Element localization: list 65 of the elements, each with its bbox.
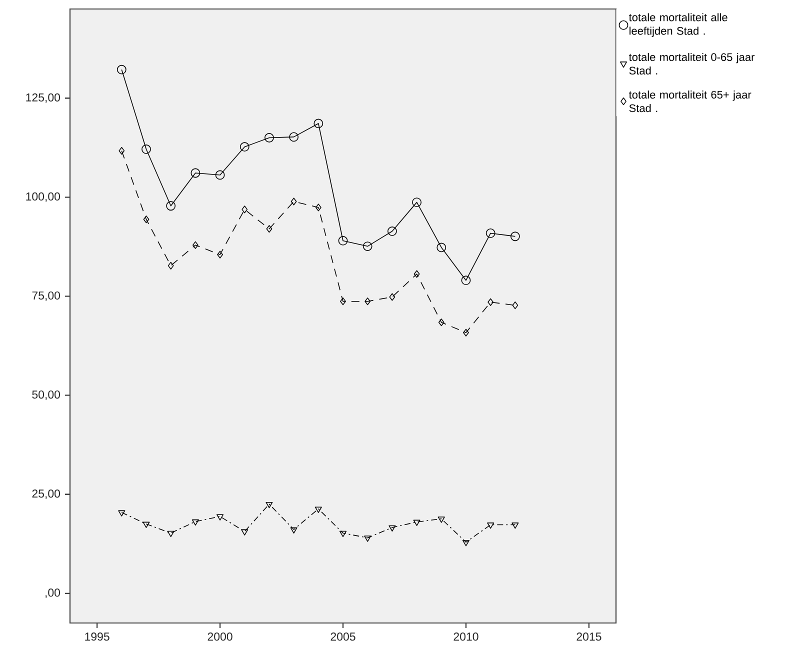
legend-label: totale mortaliteit 0-65 jaar Stad . (628, 52, 755, 75)
point (413, 520, 420, 526)
point (241, 529, 248, 536)
x-tick-label: 1995 (85, 632, 110, 641)
point (266, 225, 272, 233)
point (192, 519, 199, 526)
y-tick-label: 125,00 (26, 93, 60, 103)
point (364, 298, 371, 306)
x-tick-label: 2000 (208, 632, 232, 641)
point (462, 540, 470, 546)
point (387, 226, 397, 236)
point (512, 302, 518, 310)
point (215, 170, 225, 180)
point (438, 516, 445, 523)
x-tick-label: 2005 (330, 632, 356, 641)
y-tick-label: 50,00 (32, 390, 60, 400)
point (217, 250, 223, 258)
y-tick-label: ,00 (46, 588, 60, 598)
point (338, 236, 348, 246)
point (118, 147, 125, 155)
point (512, 522, 519, 529)
point (190, 168, 200, 178)
point (486, 228, 496, 238)
point (240, 142, 250, 152)
point (510, 232, 520, 242)
point (339, 530, 347, 538)
point (340, 298, 346, 306)
point (463, 328, 469, 336)
point (216, 514, 224, 520)
point (266, 502, 273, 508)
x-tick-label: 2015 (576, 632, 602, 641)
legend-label: totale mortaliteit 65+ jaar Stad . (628, 90, 752, 112)
point (118, 510, 126, 516)
point (166, 201, 176, 211)
point (389, 293, 396, 301)
point (142, 522, 150, 528)
point (362, 242, 372, 251)
point (289, 132, 299, 142)
point (264, 133, 274, 142)
point (461, 276, 471, 286)
point (315, 204, 322, 212)
y-tick-label: 75,00 (32, 291, 60, 301)
point (242, 206, 248, 214)
point (142, 144, 151, 154)
point (487, 522, 494, 529)
legend-label: totale mortaliteit alle leeftijden Stad . (628, 13, 728, 37)
point (116, 64, 126, 74)
point (414, 270, 420, 278)
point (488, 298, 494, 306)
point (412, 198, 422, 208)
y-tick-label: 100,00 (26, 192, 60, 202)
point (314, 506, 322, 513)
point (364, 536, 372, 542)
point (168, 262, 174, 270)
point (192, 241, 198, 249)
point (290, 527, 298, 534)
x-tick-label: 2010 (454, 632, 478, 641)
point (143, 216, 150, 224)
point (388, 525, 396, 532)
point (290, 198, 297, 206)
point (436, 242, 446, 252)
point (314, 118, 324, 128)
point (167, 530, 174, 538)
point (438, 318, 444, 326)
y-tick-label: 25,00 (32, 490, 60, 500)
